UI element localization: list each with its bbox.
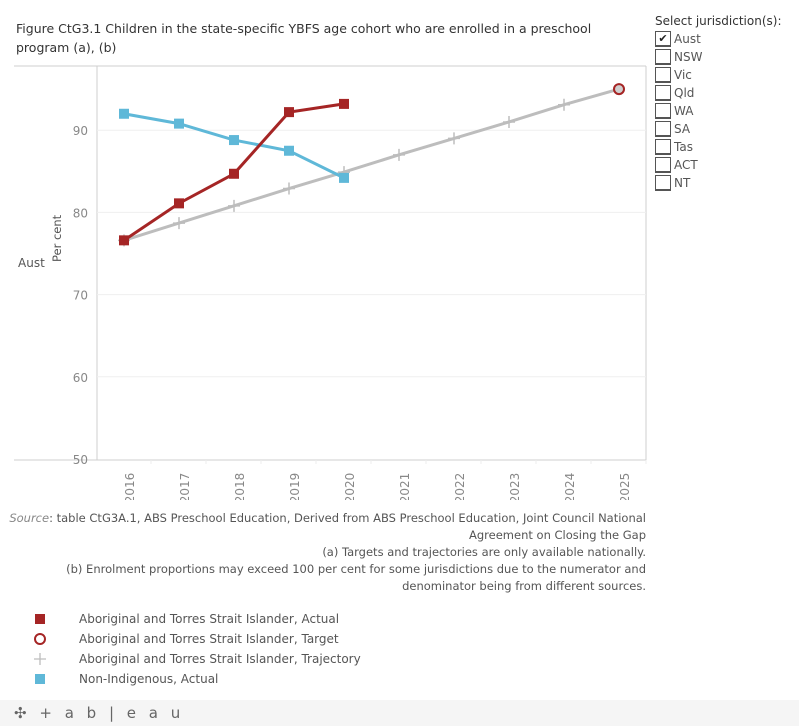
filter-option-wa[interactable]: WA [655, 102, 799, 120]
legend: Aboriginal and Torres Strait Islander, A… [30, 609, 361, 689]
x-tick-label: 2017 [178, 473, 192, 500]
row-label: Aust [18, 256, 45, 270]
data-point [119, 235, 129, 246]
filter-option-label: Tas [674, 140, 693, 154]
filter-option-qld[interactable]: Qld [655, 84, 799, 102]
filter-option-nsw[interactable]: NSW [655, 48, 799, 66]
data-point [119, 108, 129, 119]
data-point [339, 98, 349, 109]
legend-label: Aboriginal and Torres Strait Islander, T… [79, 632, 339, 646]
x-tick-label: 2025 [618, 473, 632, 500]
legend-label: Aboriginal and Torres Strait Islander, A… [79, 612, 340, 626]
filter-option-label: WA [674, 104, 694, 118]
checkbox[interactable] [655, 67, 671, 83]
x-tick-label: 2024 [563, 473, 577, 500]
filter-option-sa[interactable]: SA [655, 120, 799, 138]
filter-option-nt[interactable]: NT [655, 174, 799, 192]
legend-item[interactable]: Aboriginal and Torres Strait Islander, T… [30, 629, 361, 649]
series-line [123, 87, 620, 242]
footnotes: Source: table CtG3A.1, ABS Preschool Edu… [6, 510, 646, 595]
source-label: Source [9, 511, 50, 525]
note-a: (a) Targets and trajectories are only av… [322, 545, 646, 559]
source-text: : table CtG3A.1, ABS Preschool Education… [49, 511, 646, 542]
data-point [284, 145, 294, 156]
data-point [503, 115, 515, 128]
checkbox[interactable] [655, 121, 671, 137]
legend-item[interactable]: Non-Indigenous, Actual [30, 669, 361, 689]
filter-option-label: Qld [674, 86, 695, 100]
x-tick-label: 2018 [233, 473, 247, 500]
y-tick-label: 50 [73, 453, 88, 467]
legend-label: Aboriginal and Torres Strait Islander, T… [79, 652, 361, 666]
line-chart: 50 60 70 80 90 2016 2017 2018 2019 2020 2021 2022 20… [14, 65, 647, 503]
filter-title: Select jurisdiction(s): [655, 14, 782, 28]
square-icon [30, 613, 50, 625]
checkbox[interactable] [655, 157, 671, 173]
square-icon [30, 673, 50, 685]
x-tick-label: 2020 [343, 473, 357, 500]
tableau-wordmark: + a b | e a u [39, 704, 185, 722]
chart-title: Figure CtG3.1 Children in the state-spec… [16, 21, 592, 55]
legend-label: Non-Indigenous, Actual [79, 672, 219, 686]
data-point [173, 217, 185, 230]
chart-area: 50 60 70 80 90 2016 2017 2018 2019 2020 2021 2022 20… [14, 65, 647, 503]
y-axis-title: Per cent [50, 214, 64, 262]
series-line [123, 112, 345, 180]
data-point [228, 199, 240, 212]
legend-item[interactable]: Aboriginal and Torres Strait Islander, A… [30, 609, 361, 629]
data-point [448, 132, 460, 145]
x-tick-label: 2022 [453, 473, 467, 500]
data-point [558, 98, 570, 111]
tableau-star-icon: ✣ [14, 704, 31, 722]
data-point [393, 148, 405, 161]
checkbox[interactable] [655, 49, 671, 65]
data-point [283, 182, 295, 195]
filter-option-tas[interactable]: Tas [655, 138, 799, 156]
filter-option-act[interactable]: ACT [655, 156, 799, 174]
tableau-toolbar: ✣ + a b | e a u [0, 700, 799, 726]
filter-option-label: ACT [674, 158, 698, 172]
circle-icon [30, 632, 50, 646]
x-tick-label: 2019 [288, 473, 302, 500]
data-point [174, 118, 184, 129]
legend-item[interactable]: Aboriginal and Torres Strait Islander, T… [30, 649, 361, 669]
checkbox[interactable]: ✔ [655, 31, 671, 47]
jurisdiction-filter: Select jurisdiction(s): ✔ Aust NSW Vic Qld WA… [655, 14, 799, 192]
filter-option-aust[interactable]: ✔ Aust [655, 30, 799, 48]
checkbox[interactable] [655, 175, 671, 191]
x-tick-label: 2016 [123, 473, 137, 500]
data-point [229, 135, 239, 146]
data-point [229, 168, 239, 179]
tableau-logo[interactable]: ✣ + a b | e a u [14, 704, 184, 722]
plus-icon [30, 652, 50, 666]
filter-option-label: SA [674, 122, 691, 136]
filter-list: ✔ Aust NSW Vic Qld WA SA Tas ACT NT [655, 30, 799, 192]
filter-option-label: Aust [674, 32, 701, 46]
filter-option-label: Vic [674, 68, 692, 82]
x-tick-label: 2021 [398, 473, 412, 500]
checkbox[interactable] [655, 139, 671, 155]
note-b: (b) Enrolment proportions may exceed 100… [66, 562, 646, 593]
checkbox[interactable] [655, 85, 671, 101]
y-tick-label: 80 [73, 206, 88, 220]
filter-option-vic[interactable]: Vic [655, 66, 799, 84]
filter-option-label: NSW [674, 50, 703, 64]
data-point [174, 198, 184, 209]
data-point [613, 83, 625, 96]
source-note: Source: table CtG3A.1, ABS Preschool Edu… [6, 510, 646, 544]
checkbox[interactable] [655, 103, 671, 119]
y-tick-label: 90 [73, 124, 88, 138]
data-point [339, 172, 349, 183]
y-tick-label: 60 [73, 371, 88, 385]
y-tick-label: 70 [73, 289, 88, 303]
x-tick-label: 2023 [508, 473, 522, 500]
filter-option-label: NT [674, 176, 691, 190]
data-point [284, 107, 294, 118]
